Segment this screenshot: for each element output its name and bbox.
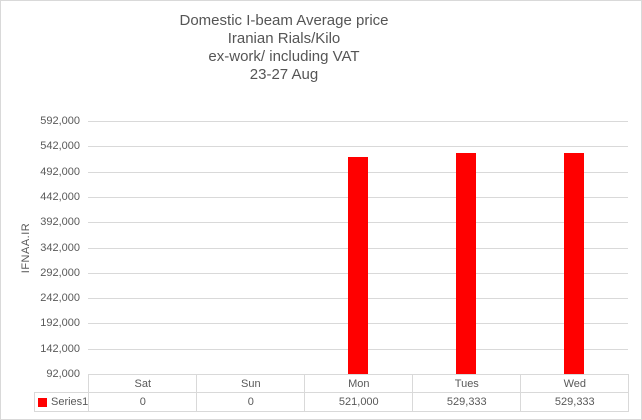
plot-area bbox=[88, 121, 628, 374]
chart-title-line-4: 23-27 Aug bbox=[249, 66, 319, 83]
bar-wed bbox=[564, 153, 584, 374]
gridline bbox=[88, 146, 628, 147]
table-value-cell-sat: 0 bbox=[88, 392, 198, 412]
y-tick-label: 442,000 bbox=[40, 190, 80, 203]
y-tick-label: 392,000 bbox=[40, 216, 80, 229]
table-corner-cell bbox=[35, 375, 89, 393]
table-header-cell-wed: Wed bbox=[520, 374, 630, 393]
data-table: Sat Sun Mon Tues Wed Series1 0 0 521,000 529,333… bbox=[33, 374, 630, 412]
y-tick-label: 592,000 bbox=[40, 115, 80, 127]
y-tick-label: 92,000 bbox=[46, 368, 80, 380]
table-header-row: Sat Sun Mon Tues Wed bbox=[35, 374, 630, 393]
table-value-row: Series1 0 0 521,000 529,333 529,333 bbox=[33, 392, 630, 412]
y-tick-label: 242,000 bbox=[40, 292, 80, 305]
table-header-cell-mon: Mon bbox=[304, 374, 414, 393]
legend-marker-icon bbox=[38, 397, 47, 407]
bar-mon bbox=[348, 157, 368, 374]
y-tick-label: 542,000 bbox=[40, 140, 80, 153]
table-header-cell-tues: Tues bbox=[412, 374, 522, 393]
y-tick-label: 192,000 bbox=[40, 317, 80, 330]
y-tick-label: 342,000 bbox=[40, 241, 80, 254]
table-value-cell-sun: 0 bbox=[196, 392, 306, 412]
chart-title-line-3: ex-work/ including VAT bbox=[208, 48, 360, 65]
gridline bbox=[88, 121, 628, 122]
y-tick-label: 492,000 bbox=[40, 165, 80, 178]
table-value-cell-wed: 529,333 bbox=[520, 392, 630, 412]
table-header-cell-sun: Sun bbox=[196, 374, 306, 393]
legend-cell: Series1 bbox=[33, 392, 90, 412]
y-tick-label: 142,000 bbox=[40, 342, 80, 355]
table-value-cell-tues: 529,333 bbox=[412, 392, 522, 412]
table-value-cell-mon: 521,000 bbox=[304, 392, 414, 412]
y-tick-label: 292,000 bbox=[40, 266, 80, 279]
chart-title: Domestic I-beam Average price Iranian Ri… bbox=[180, 12, 389, 84]
chart-title-line-1: Domestic I-beam Average price bbox=[179, 12, 389, 29]
bar-tues bbox=[456, 153, 476, 374]
legend-series-label: Series1 bbox=[51, 396, 89, 408]
table-header-cell-sat: Sat bbox=[88, 374, 198, 393]
chart-title-line-2: Iranian Rials/Kilo bbox=[227, 30, 341, 47]
